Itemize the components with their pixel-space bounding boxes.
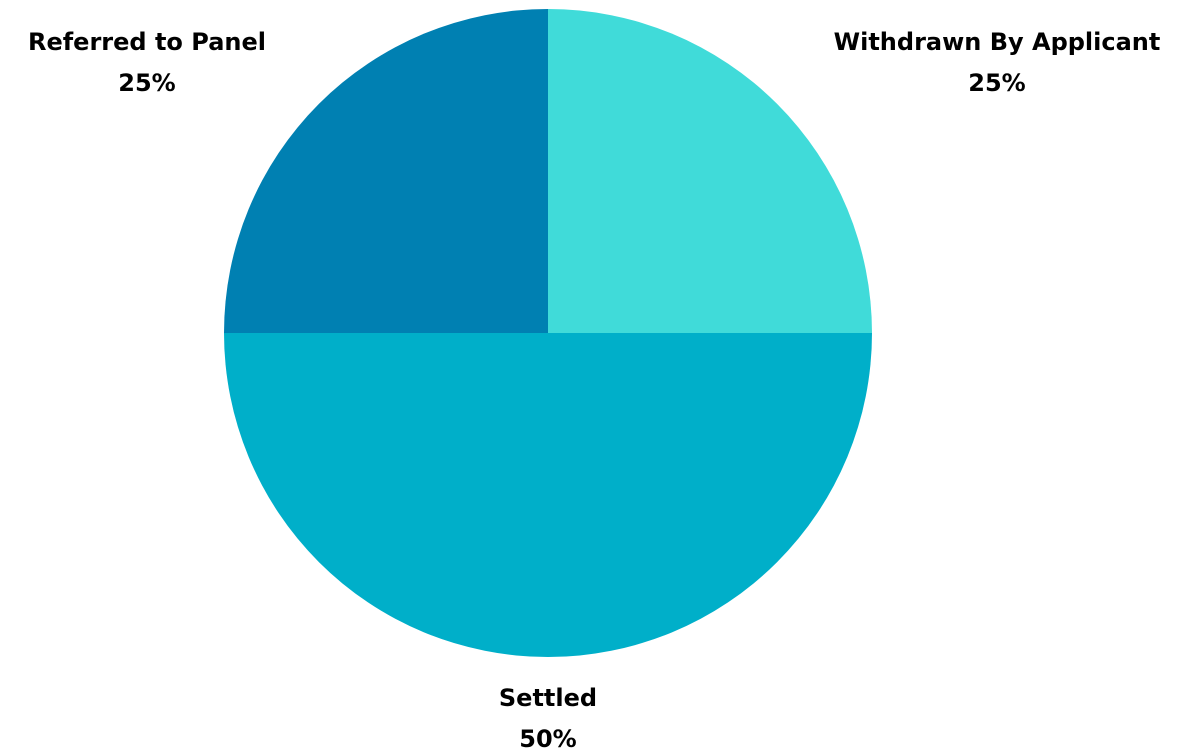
slice-settled	[224, 333, 872, 657]
slice-label-withdrawn: Withdrawn By Applicant	[834, 28, 1161, 56]
slice-value-withdrawn: 25%	[968, 69, 1025, 97]
pie-labels: Withdrawn By Applicant 25% Settled 50% R…	[28, 28, 1160, 753]
slice-referred-to-panel	[224, 9, 548, 333]
slice-value-settled: 50%	[519, 725, 576, 753]
slice-label-referred: Referred to Panel	[28, 28, 266, 56]
slice-value-referred: 25%	[118, 69, 175, 97]
pie-slices	[224, 9, 872, 657]
slice-withdrawn-by-applicant	[548, 9, 872, 333]
slice-label-settled: Settled	[499, 684, 597, 712]
